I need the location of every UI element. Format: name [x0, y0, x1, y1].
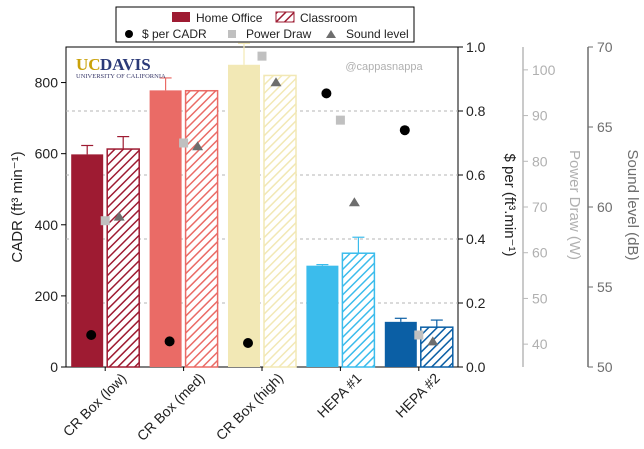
- point-dollar-per-cadr: [399, 125, 410, 136]
- bar-home-office: [306, 265, 339, 367]
- y-dollar-tick-label: 0.6: [466, 167, 486, 183]
- legend-label-dollar: $ per CADR: [142, 27, 207, 41]
- bar-classroom: [106, 148, 140, 368]
- y-left-tick-label: 800: [35, 75, 59, 91]
- point-power-draw: [414, 330, 424, 340]
- y-left-tick-label: 400: [35, 217, 59, 233]
- bar-classroom: [263, 74, 297, 368]
- legend: Home Office Classroom $ per CADR Power D…: [115, 6, 415, 43]
- y-dollar-axis-title: $ per (ft³.min⁻¹): [501, 154, 518, 257]
- y-sound-tick-label: 70: [597, 39, 613, 55]
- y-power-tick-label: 90: [532, 108, 548, 124]
- bar-home-office: [71, 154, 104, 367]
- markers: [86, 51, 439, 348]
- logo-subtitle: UNIVERSITY OF CALIFORNIA: [76, 73, 166, 80]
- point-dollar-per-cadr: [86, 330, 97, 340]
- ucdavis-logo: UC DAVIS UNIVERSITY OF CALIFORNIA: [76, 55, 166, 80]
- point-power-draw: [100, 216, 110, 226]
- bar-home-office: [384, 321, 417, 367]
- y-dollar-tick-label: 0.0: [466, 359, 486, 375]
- bar-classroom: [341, 252, 376, 368]
- point-power-draw: [257, 51, 267, 61]
- y-power-tick-label: 80: [532, 153, 548, 169]
- point-sound-level: [270, 77, 282, 87]
- y-sound-tick-label: 65: [597, 119, 613, 135]
- bar-home-office: [149, 90, 182, 367]
- y-power-tick-label: 60: [532, 245, 548, 261]
- legend-swatch-home-office: [172, 12, 190, 22]
- point-sound-level: [192, 141, 204, 151]
- point-power-draw: [335, 115, 345, 125]
- legend-marker-power: [228, 30, 236, 38]
- y-left-axis-title: CADR (ft³ min⁻¹): [9, 151, 26, 262]
- y-dollar-tick-label: 0.4: [466, 231, 486, 247]
- axes: 0 200 400 600 800 CADR (ft³ min⁻¹) 0.0 0.2 0.4 0.…: [9, 39, 641, 444]
- legend-marker-dollar: [125, 30, 133, 38]
- y-power-tick-label: 100: [532, 62, 556, 78]
- y-dollar-tick-label: 0.8: [466, 103, 486, 119]
- bar-classroom: [420, 326, 454, 368]
- x-tick-label: CR Box (med): [134, 370, 208, 444]
- bar-classroom: [184, 89, 219, 368]
- x-tick-label: HEPA #1: [314, 370, 365, 421]
- point-power-draw: [179, 138, 189, 148]
- point-dollar-per-cadr: [164, 336, 175, 347]
- legend-label-power: Power Draw: [246, 27, 312, 41]
- legend-swatch-classroom: [275, 11, 295, 23]
- y-left-tick-label: 0: [50, 359, 58, 375]
- y-dollar-tick-label: 1.0: [466, 39, 486, 55]
- bars: [71, 42, 454, 368]
- point-dollar-per-cadr: [321, 88, 332, 99]
- logo-uc: UC: [76, 55, 101, 74]
- y-left-tick-label: 200: [35, 288, 59, 304]
- legend-frame: [115, 6, 415, 43]
- point-dollar-per-cadr: [243, 338, 253, 348]
- bar-home-office: [228, 64, 260, 368]
- y-sound-tick-label: 55: [597, 279, 613, 295]
- legend-label-home-office: Home Office: [196, 11, 263, 25]
- legend-label-classroom: Classroom: [300, 11, 357, 25]
- grid: [66, 110, 458, 304]
- y-sound-axis-title: Sound level (dB): [624, 150, 641, 261]
- legend-label-sound: Sound level: [346, 27, 409, 41]
- y-power-axis-title: Power Draw (W): [566, 150, 583, 260]
- point-sound-level: [427, 336, 439, 346]
- y-left-tick-label: 600: [35, 146, 59, 162]
- legend-marker-sound: [326, 30, 336, 38]
- y-power-tick-label: 50: [532, 290, 548, 306]
- point-sound-level: [348, 197, 360, 207]
- x-tick-label: CR Box (low): [60, 370, 130, 440]
- x-tick-label: HEPA #2: [392, 370, 443, 421]
- watermark: @cappasnappa: [345, 61, 423, 73]
- point-sound-level: [113, 211, 125, 221]
- y-power-tick-label: 70: [532, 199, 548, 215]
- y-power-tick-label: 40: [532, 336, 548, 352]
- y-sound-tick-label: 50: [597, 359, 613, 375]
- logo-davis: DAVIS: [100, 55, 151, 74]
- y-dollar-tick-label: 0.2: [466, 295, 486, 311]
- x-tick-label: CR Box (high): [213, 370, 286, 443]
- y-sound-tick-label: 60: [597, 199, 613, 215]
